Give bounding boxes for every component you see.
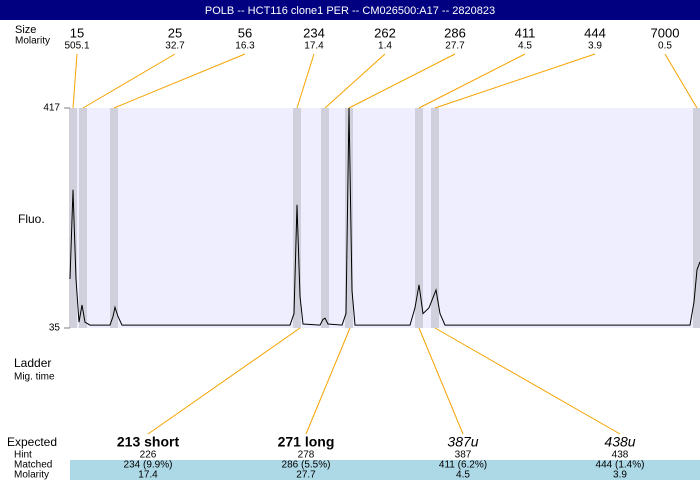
y-tick-label: 35 (49, 323, 61, 334)
row-label: Matched (14, 460, 52, 471)
title: POLB -- HCT116 clone1 PER -- CM026500:A1… (205, 5, 495, 17)
ladder-molarity: 16.3 (235, 41, 255, 52)
ladder-link (418, 53, 526, 109)
ladder-link (296, 53, 315, 109)
hint: 278 (298, 450, 315, 461)
ladder-size: 234 (303, 25, 325, 40)
ladder-band (321, 108, 329, 328)
ladder-size: 15 (70, 25, 84, 40)
ladder-band (431, 108, 439, 328)
ladder-link (324, 53, 386, 109)
ladder-size: 25 (168, 25, 182, 40)
result-link (434, 327, 621, 435)
result-link (418, 327, 464, 435)
molarity: 27.7 (296, 470, 316, 480)
ladder-molarity: 0.5 (658, 41, 672, 52)
hint: 226 (140, 450, 157, 461)
ladder-band (345, 108, 353, 328)
row-label: Molarity (15, 36, 50, 47)
expected: 271 long (278, 434, 335, 450)
ladder-molarity: 1.4 (378, 41, 392, 52)
row-label: Expected (7, 435, 57, 449)
ladder-size: 411 (515, 25, 536, 40)
ladder-band (79, 108, 87, 328)
ladder-size: 56 (238, 25, 252, 40)
ladder-molarity: 27.7 (445, 41, 465, 52)
ladder-molarity: 4.5 (518, 41, 532, 52)
trace (69, 107, 700, 326)
ladder-molarity: 3.9 (588, 41, 602, 52)
ladder-size: 444 (584, 25, 606, 40)
row-label: Hint (14, 450, 32, 461)
row-label: Molarity (14, 470, 49, 480)
molarity: 4.5 (456, 470, 470, 480)
ladder-link (348, 53, 456, 109)
ladder-band (69, 108, 77, 328)
molarity: 3.9 (613, 470, 627, 480)
ladder-link (113, 53, 246, 109)
molarity: 17.4 (138, 470, 158, 480)
expected: 213 short (117, 434, 180, 450)
expected: 387u (447, 434, 478, 450)
ladder-size: 262 (374, 25, 396, 40)
ladder-size: 7000 (651, 25, 680, 40)
matched: 444 (1.4%) (596, 460, 645, 471)
ladder-size: 286 (444, 25, 466, 40)
ladder-link (664, 53, 698, 109)
ladder-link (82, 53, 176, 109)
hint: 438 (612, 450, 629, 461)
matched-band (70, 460, 700, 480)
lane-label: Ladder (14, 356, 51, 370)
matched: 286 (5.5%) (282, 460, 331, 471)
y-axis-label: Fluo. (18, 212, 45, 226)
plot-area (70, 108, 700, 328)
ladder-link (72, 53, 78, 109)
ladder-band (110, 108, 118, 328)
ladder-band (415, 108, 423, 328)
ladder-band (693, 108, 700, 328)
ladder-molarity: 32.7 (165, 41, 185, 52)
ladder-molarity: 17.4 (304, 41, 324, 52)
ladder-link (434, 53, 596, 109)
y-tick-label: 417 (43, 103, 60, 114)
hint: 387 (455, 450, 472, 461)
matched: 234 (9.9%) (124, 460, 173, 471)
result-link (147, 327, 301, 435)
expected: 438u (604, 434, 635, 450)
title-bar (0, 0, 700, 20)
ladder-molarity: 505.1 (64, 41, 89, 52)
lane-label: Mig. time (14, 372, 55, 383)
row-label: Size (15, 24, 36, 36)
result-link (305, 327, 351, 435)
matched: 411 (6.2%) (439, 460, 487, 471)
